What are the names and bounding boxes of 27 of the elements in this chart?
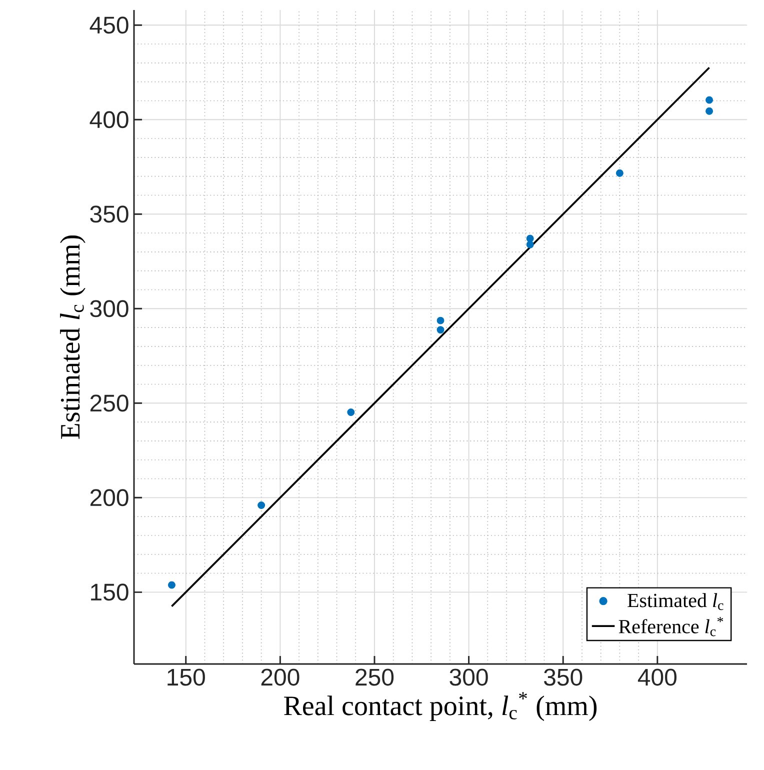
y-tick-label: 400 [90, 111, 128, 128]
x-tick-label: 350 [544, 668, 582, 686]
legend-label: Estimated l$_{c}$ [628, 593, 724, 610]
y-tick-label: 300 [90, 300, 128, 318]
point [436, 316, 444, 324]
y-tick-label: 150 [91, 584, 128, 601]
point [168, 581, 176, 589]
point [526, 240, 534, 248]
x-tick-label: 250 [356, 668, 394, 686]
x-tick-label: 150 [168, 668, 205, 686]
x-tick-label: 400 [638, 668, 676, 686]
x-axis-title: Real contact point, l$_{c}$$^{*}$ (mm) [284, 692, 597, 722]
point [526, 234, 534, 242]
y-axis-title: Estimated l$_{c}$ (mm) [60, 236, 86, 439]
point [258, 501, 266, 509]
point [706, 107, 714, 115]
y-tick-label: 200 [90, 489, 128, 506]
legend-label: Reference l$_{c}$* [618, 617, 724, 636]
point [436, 326, 444, 334]
y-tick-label: 350 [90, 206, 128, 223]
x-tick-label: 200 [261, 668, 300, 686]
point [347, 408, 355, 416]
point [616, 169, 624, 177]
x-tick-label: 300 [450, 668, 488, 686]
y-tick-label: 250 [90, 394, 128, 412]
y-tick-label: 450 [90, 16, 128, 34]
point [706, 96, 714, 104]
